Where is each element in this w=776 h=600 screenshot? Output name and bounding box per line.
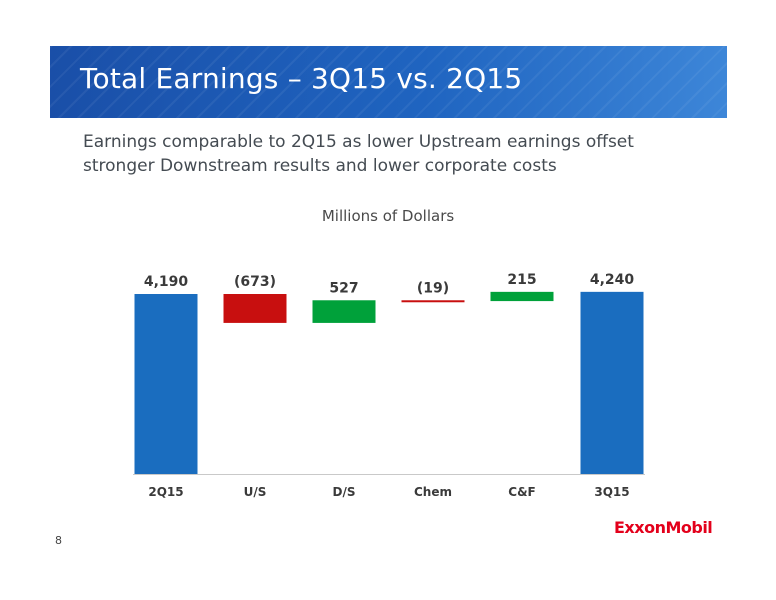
data-label: (673)	[234, 274, 276, 290]
bar-chem	[401, 300, 465, 303]
data-label: 4,190	[144, 274, 189, 290]
category-label: Chem	[414, 485, 452, 499]
data-label: (19)	[417, 280, 449, 296]
bar-3q15	[580, 291, 644, 474]
data-label: 4,240	[590, 272, 635, 288]
data-label: 215	[507, 272, 536, 288]
bar-c-f	[490, 291, 554, 302]
category-label: 2Q15	[148, 485, 183, 499]
title-banner	[50, 46, 727, 118]
category-label: U/S	[244, 485, 267, 499]
bar-2q15	[134, 294, 198, 474]
chart-title: Millions of Dollars	[321, 207, 455, 225]
slide-title: Total Earnings – 3Q15 vs. 2Q15	[80, 62, 523, 95]
category-label: 3Q15	[594, 485, 629, 499]
bar-d-s	[312, 300, 376, 323]
category-label: D/S	[333, 485, 356, 499]
page-number: 8	[55, 534, 62, 547]
category-label: C&F	[508, 485, 535, 499]
bar-u-s	[223, 294, 287, 323]
slide-subtitle: Earnings comparable to 2Q15 as lower Ups…	[83, 132, 634, 176]
exxonmobil-logo: ExxonMobil	[614, 518, 713, 537]
data-label: 527	[329, 280, 358, 296]
